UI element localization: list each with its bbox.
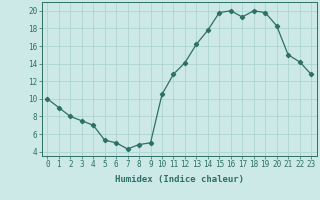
X-axis label: Humidex (Indice chaleur): Humidex (Indice chaleur) [115, 175, 244, 184]
